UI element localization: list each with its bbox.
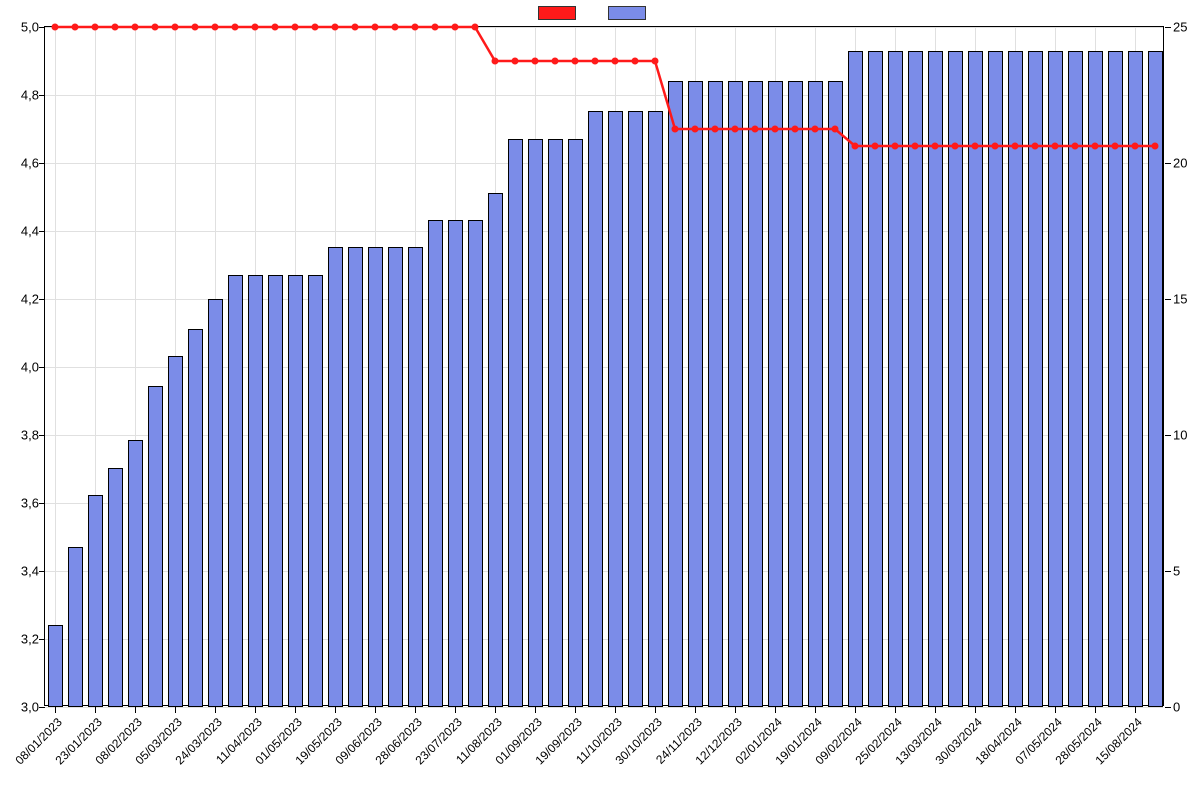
y-right-tick-label: 0 xyxy=(1173,700,1180,715)
y-left-tick-label: 4,0 xyxy=(5,360,39,375)
bar xyxy=(988,51,1003,707)
legend-swatch-line xyxy=(538,6,576,20)
bar xyxy=(1148,51,1163,707)
bar xyxy=(568,139,583,707)
bar xyxy=(1128,51,1143,707)
bar xyxy=(848,51,863,707)
bar xyxy=(548,139,563,707)
bar xyxy=(1028,51,1043,707)
y-right-tick-label: 25 xyxy=(1173,20,1187,35)
bar xyxy=(328,247,343,707)
chart-container: 3,0 3,2 3,4 3,6 3,8 4,0 4,2 4,4 4,6 4,8 5,0 0 5 10 15 2… xyxy=(0,0,1200,800)
bar xyxy=(648,111,663,707)
bar xyxy=(788,81,803,707)
legend-swatch-bar xyxy=(608,6,646,20)
bar xyxy=(828,81,843,707)
bar xyxy=(808,81,823,707)
bar xyxy=(888,51,903,707)
y-left-tick-label: 3,8 xyxy=(5,428,39,443)
bar xyxy=(108,468,123,707)
bar xyxy=(708,81,723,707)
bar xyxy=(508,139,523,707)
bar xyxy=(188,329,203,707)
y-left-tick-label: 4,2 xyxy=(5,292,39,307)
y-left-tick-label: 4,4 xyxy=(5,224,39,239)
bar xyxy=(1068,51,1083,707)
bar xyxy=(208,299,223,707)
bar xyxy=(868,51,883,707)
bar xyxy=(48,625,63,707)
bar xyxy=(368,247,383,707)
bar xyxy=(448,220,463,707)
bar xyxy=(128,440,143,707)
bar xyxy=(388,247,403,707)
bar xyxy=(688,81,703,707)
y-right-tick-label: 20 xyxy=(1173,156,1187,171)
y-right-tick-label: 5 xyxy=(1173,564,1180,579)
y-left-tick-label: 3,6 xyxy=(5,496,39,511)
bar xyxy=(308,275,323,707)
bar xyxy=(968,51,983,707)
bar xyxy=(488,193,503,707)
bar xyxy=(228,275,243,707)
legend xyxy=(0,6,1200,20)
bar xyxy=(428,220,443,707)
bar xyxy=(588,111,603,707)
bar xyxy=(768,81,783,707)
bar xyxy=(728,81,743,707)
bar xyxy=(668,81,683,707)
y-left-tick-label: 3,0 xyxy=(5,700,39,715)
y-right-tick-label: 15 xyxy=(1173,292,1187,307)
bar xyxy=(948,51,963,707)
bar xyxy=(628,111,643,707)
bar xyxy=(148,386,163,707)
bar xyxy=(748,81,763,707)
bar xyxy=(908,51,923,707)
bar xyxy=(268,275,283,707)
y-left-tick-label: 4,6 xyxy=(5,156,39,171)
y-left-tick-label: 3,4 xyxy=(5,564,39,579)
bar xyxy=(168,356,183,707)
bar xyxy=(68,547,83,707)
bar xyxy=(348,247,363,707)
bar xyxy=(1008,51,1023,707)
y-right-tick-label: 10 xyxy=(1173,428,1187,443)
bar xyxy=(528,139,543,707)
y-left-tick-label: 4,8 xyxy=(5,88,39,103)
bar xyxy=(928,51,943,707)
bar xyxy=(248,275,263,707)
bar xyxy=(468,220,483,707)
y-left-tick-label: 5,0 xyxy=(5,20,39,35)
bar xyxy=(1108,51,1123,707)
bar xyxy=(288,275,303,707)
bar xyxy=(1048,51,1063,707)
bar xyxy=(408,247,423,707)
y-left-tick-label: 3,2 xyxy=(5,632,39,647)
bar xyxy=(608,111,623,707)
bar xyxy=(88,495,103,707)
bar xyxy=(1088,51,1103,707)
plot-area: 3,03,23,43,63,84,04,24,44,64,85,00510152… xyxy=(44,26,1164,706)
